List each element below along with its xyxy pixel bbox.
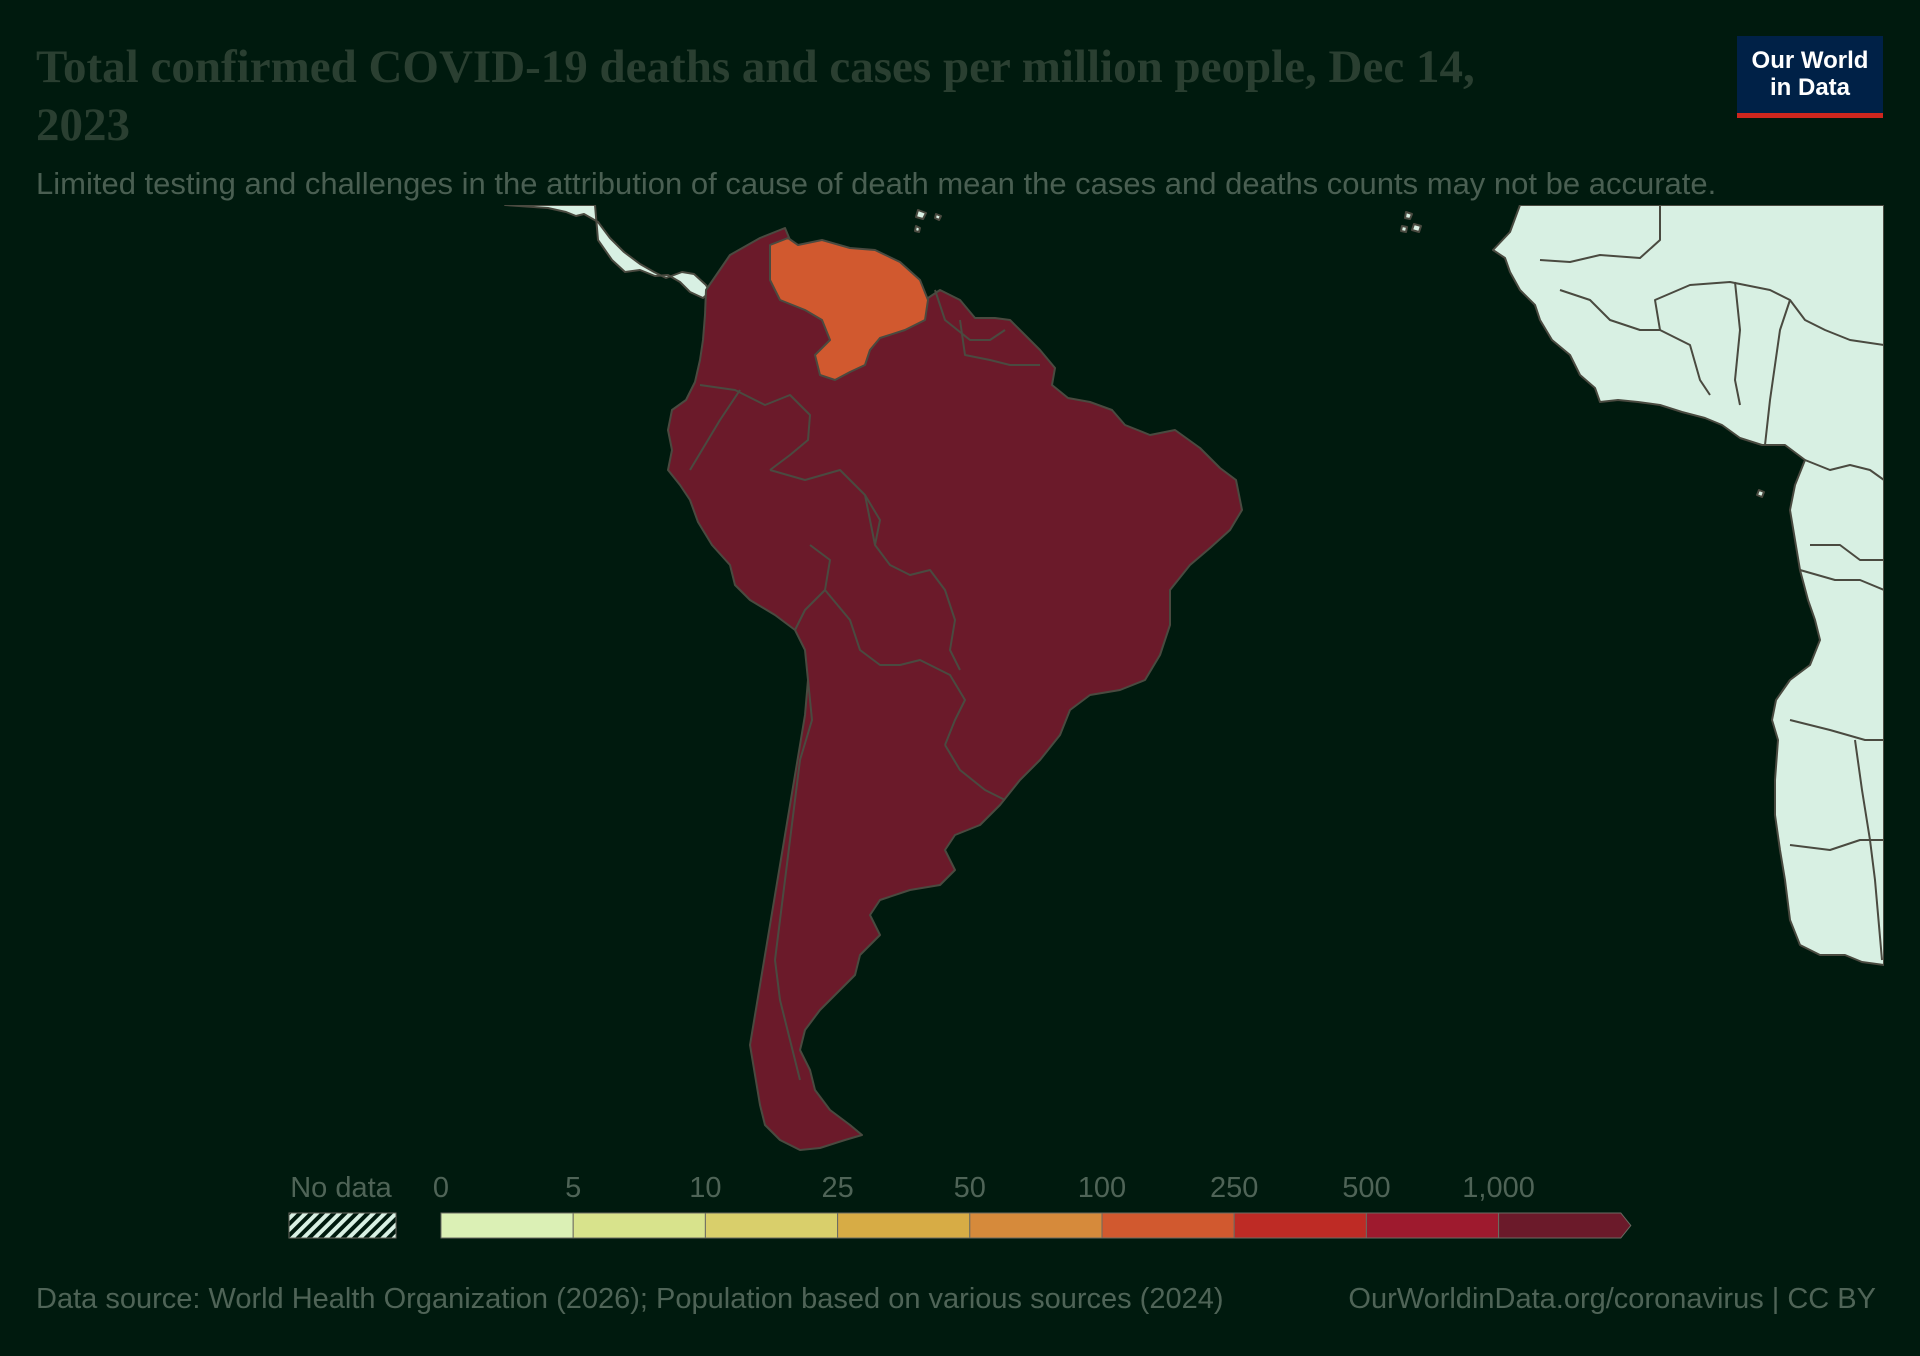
caribbean-island xyxy=(934,213,942,221)
legend: No data 0 5 10 25 50 100 250 500 1,000 xyxy=(288,1172,1632,1239)
legend-swatch[interactable] xyxy=(1101,1212,1235,1239)
owid-logo[interactable]: Our World in Data xyxy=(1737,36,1883,118)
venezuela-region[interactable] xyxy=(769,237,929,381)
africa-borders xyxy=(1539,205,1884,961)
footer-links: OurWorldinData.org/coronavirus | CC BY xyxy=(1348,1283,1876,1316)
legend-swatch[interactable] xyxy=(704,1212,839,1239)
caribbean-island xyxy=(915,209,927,220)
legend-swatch[interactable] xyxy=(572,1212,706,1239)
legend-tick-label: 50 xyxy=(954,1172,986,1204)
africa-region[interactable] xyxy=(1492,205,1884,966)
legend-swatch[interactable] xyxy=(1233,1212,1367,1239)
legend-tick-label: 100 xyxy=(1078,1172,1126,1204)
chart-title: Total confirmed COVID-19 deaths and case… xyxy=(36,41,1475,151)
legend-swatch[interactable] xyxy=(1365,1212,1500,1239)
legend-bins: 0 5 10 25 50 100 250 500 1,000 xyxy=(433,1172,1632,1239)
caribbean-island xyxy=(914,225,921,233)
legend-tick-label: 0 xyxy=(433,1172,449,1204)
coronavirus-link[interactable]: OurWorldinData.org/coronavirus xyxy=(1348,1283,1764,1315)
legend-swatch[interactable] xyxy=(1498,1212,1632,1239)
legend-tick-label: 25 xyxy=(821,1172,853,1204)
chart-subtitle: Limited testing and challenges in the at… xyxy=(36,166,1717,201)
country-borders xyxy=(689,289,1040,1081)
no-data-label: No data xyxy=(290,1172,392,1204)
no-data-swatch xyxy=(288,1212,397,1239)
logo-line-2: in Data xyxy=(1769,74,1850,101)
south-america-region[interactable] xyxy=(667,227,1243,1151)
cape-verde-islands xyxy=(1400,211,1422,233)
legend-swatch[interactable] xyxy=(440,1212,574,1239)
data-source-text: Data source: World Health Organization (… xyxy=(36,1283,1224,1315)
legend-swatch[interactable] xyxy=(837,1212,971,1239)
central-america-region[interactable] xyxy=(504,205,711,299)
legend-tick-label: 10 xyxy=(689,1172,721,1204)
legend-tick-label: 5 xyxy=(565,1172,581,1204)
legend-swatch[interactable] xyxy=(969,1212,1103,1239)
footer-separator: | xyxy=(1763,1283,1788,1315)
island-sao-tome xyxy=(1756,489,1765,498)
legend-tick-label: 500 xyxy=(1342,1172,1390,1204)
legend-tick-label: 1,000 xyxy=(1462,1172,1535,1204)
legend-tick-label: 250 xyxy=(1210,1172,1258,1204)
logo-line-1: Our World xyxy=(1751,47,1869,74)
license-link[interactable]: CC BY xyxy=(1787,1283,1876,1315)
